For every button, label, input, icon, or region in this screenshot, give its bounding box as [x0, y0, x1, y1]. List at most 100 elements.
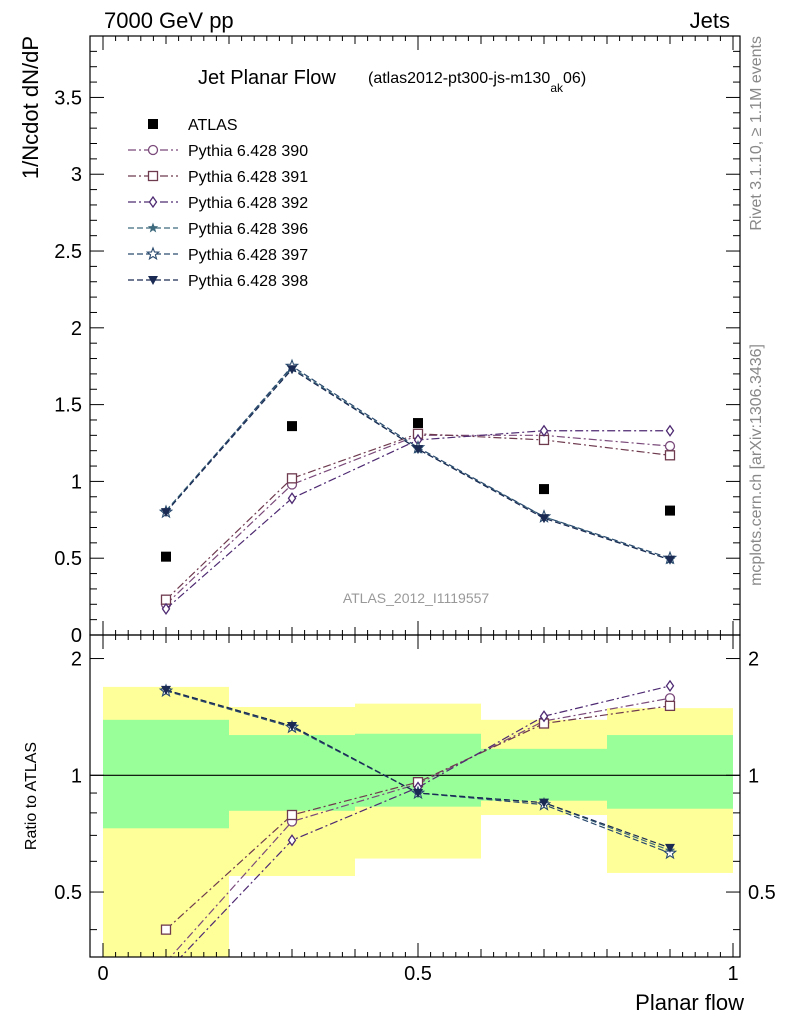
- series-line: [165, 434, 671, 605]
- ratio-point: [163, 968, 170, 978]
- energy-label: 7000 GeV pp: [104, 8, 234, 33]
- ratio-point: [287, 834, 297, 847]
- data-point: [539, 514, 549, 524]
- legend-label: Pythia 6.428 396: [188, 221, 308, 238]
- legend-marker: [147, 144, 159, 156]
- ratio-line: [179, 685, 671, 957]
- y-tick-label: 0.5: [54, 548, 82, 570]
- legend-marker: [148, 276, 158, 285]
- ratio-point: [664, 700, 676, 712]
- series-0: [161, 418, 675, 562]
- data-point: [539, 424, 549, 437]
- ratio-plot-area: [90, 686, 740, 957]
- ratio-series-5: [161, 685, 675, 853]
- series-3: [161, 424, 675, 616]
- data-point: [413, 445, 423, 455]
- ratio-point: [539, 798, 549, 808]
- watermark: ATLAS_2012_I1119557: [343, 590, 490, 606]
- y-tick-label: 2: [71, 318, 82, 340]
- ratio-point: [287, 721, 297, 731]
- x-tick-label: 0.5: [404, 963, 432, 985]
- ratio-point: [160, 924, 172, 935]
- series-5: [158, 358, 678, 565]
- ratio-point: [665, 679, 675, 693]
- legend-item: Pythia 6.428 398: [128, 273, 308, 290]
- ratio-y-tick-label-right: 2: [748, 649, 759, 671]
- data-point: [287, 421, 297, 432]
- ratio-y-tick-label: 0.5: [54, 882, 82, 904]
- legend-marker: [148, 195, 158, 209]
- data-point: [287, 492, 297, 505]
- legend-label: Pythia 6.428 398: [188, 273, 308, 290]
- mcplots-label: mcplots.cern.ch [arXiv:1306.3436]: [748, 344, 765, 586]
- x-tick-label: 1: [727, 963, 738, 985]
- ratio-y-tick-label-right: 0.5: [748, 882, 776, 904]
- ratio-inner-band: [103, 719, 229, 829]
- legend-label: Pythia 6.428 391: [188, 169, 308, 186]
- data-point: [161, 602, 171, 616]
- ratio-series: [158, 679, 678, 978]
- legend-label: ATLAS: [188, 117, 238, 134]
- series-line: [165, 430, 670, 610]
- legend-marker: [147, 170, 159, 182]
- chart-title: Jet Planar Flow: [198, 67, 336, 89]
- x-axis-label: Planar flow: [635, 990, 744, 1015]
- series-line: [165, 366, 671, 561]
- y-tick-label: 0: [71, 625, 82, 647]
- ratio-point: [286, 809, 298, 821]
- main-series: [158, 358, 678, 616]
- series-1: [160, 430, 676, 610]
- ratio-point: [164, 956, 168, 957]
- series-line: [165, 433, 671, 601]
- rivet-version-label: Rivet 3.1.10, ≥ 1.1M events: [748, 36, 765, 231]
- series-2: [160, 428, 676, 605]
- data-point: [664, 450, 676, 461]
- series-line: [165, 368, 671, 561]
- x-tick-label: 0: [97, 963, 108, 985]
- y-tick-label: 3.5: [54, 87, 82, 109]
- data-point: [665, 555, 675, 565]
- legend: ATLAS Pythia 6.428 390 Pythia 6.428 391 Pyt…: [128, 117, 308, 290]
- legend-marker: [148, 119, 158, 129]
- ratio-point: [161, 685, 171, 695]
- data-point: [286, 473, 298, 484]
- legend-item: Pythia 6.428 392: [128, 195, 308, 212]
- ratio-y-axis-label: Ratio to ATLAS: [23, 742, 40, 850]
- data-point: [161, 551, 171, 562]
- y-tick-label: 1: [71, 471, 82, 493]
- data-point: [161, 508, 171, 518]
- ratio-point: [665, 843, 675, 853]
- data-point: [665, 424, 675, 437]
- ratio-point: [413, 789, 423, 799]
- ratio-inner-band: [607, 735, 733, 809]
- ratio-y-tick-label-right: 1: [748, 765, 759, 787]
- y-tick-label: 2.5: [54, 241, 82, 263]
- data-point: [665, 505, 675, 516]
- legend-item: ATLAS: [148, 117, 238, 134]
- ratio-frame: [89, 634, 741, 958]
- y-tick-label: 3: [71, 164, 82, 186]
- axes: 0 0.5 1 0 0.5 1 1.5 2 2.5 3 3.5 0.5 0.5 1 1 2 2: [54, 35, 776, 985]
- process-label: Jets: [690, 8, 730, 33]
- data-point: [413, 418, 423, 429]
- chart-subtitle: (atlas2012-pt300-js-m130ak06): [368, 70, 586, 95]
- legend-item: Pythia 6.428 391: [128, 169, 308, 186]
- legend-marker: [145, 246, 161, 261]
- data-point: [664, 440, 676, 452]
- ratio-inner-band: [229, 735, 355, 811]
- ratio-y-tick-label: 2: [71, 649, 82, 671]
- legend-item: Pythia 6.428 397: [128, 246, 308, 264]
- ratio-y-tick-label: 1: [71, 765, 82, 787]
- ratio-point: [539, 710, 549, 723]
- legend-item: Pythia 6.428 396: [128, 221, 308, 238]
- data-point: [539, 484, 549, 495]
- legend-label: Pythia 6.428 397: [188, 247, 308, 264]
- legend-item: Pythia 6.428 390: [128, 143, 308, 160]
- legend-label: Pythia 6.428 390: [188, 143, 308, 160]
- series-line: [165, 365, 671, 559]
- data-point: [287, 365, 297, 375]
- series-6: [161, 365, 675, 565]
- legend-marker: [147, 222, 159, 233]
- y-axis-label: 1/Ncdot dN/dP: [18, 36, 43, 179]
